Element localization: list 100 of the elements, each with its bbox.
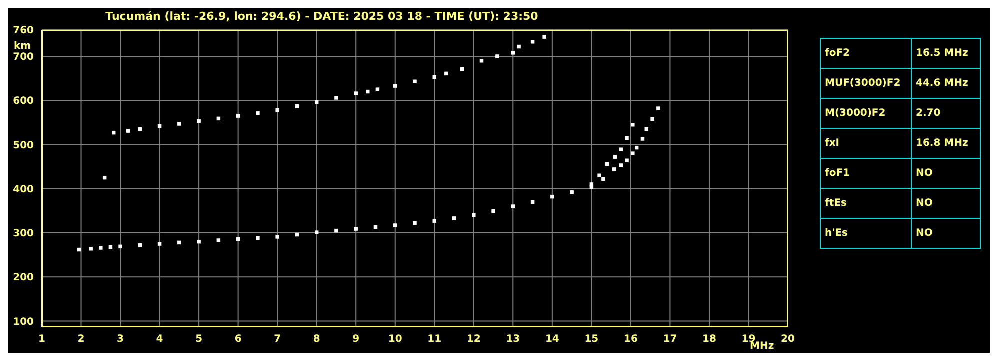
point bbox=[625, 158, 629, 162]
y-tick-label: 100 bbox=[13, 316, 34, 328]
x-tick-label: 5 bbox=[196, 334, 203, 346]
point bbox=[276, 235, 280, 239]
text: 2.70 bbox=[912, 98, 980, 128]
point bbox=[598, 174, 602, 178]
text: fxI bbox=[820, 128, 912, 158]
y-tick-label: 400 bbox=[13, 184, 34, 196]
point bbox=[631, 152, 635, 156]
point bbox=[216, 238, 221, 242]
point bbox=[444, 72, 448, 76]
point bbox=[619, 148, 624, 152]
point bbox=[472, 213, 476, 218]
text: foF1 bbox=[820, 158, 912, 188]
point bbox=[354, 92, 358, 96]
point bbox=[511, 51, 516, 55]
x-tick-label: 17 bbox=[663, 334, 678, 346]
x-tick-label: 16 bbox=[624, 334, 638, 346]
point bbox=[650, 117, 654, 122]
point bbox=[606, 162, 610, 166]
point bbox=[613, 155, 618, 159]
point bbox=[517, 44, 521, 49]
point bbox=[625, 136, 629, 140]
point bbox=[413, 221, 417, 226]
text: M(3000)F2 bbox=[820, 98, 912, 128]
text: foF2 bbox=[820, 38, 912, 68]
point bbox=[197, 240, 201, 244]
text: ftEs bbox=[820, 188, 912, 218]
point bbox=[178, 122, 182, 126]
point bbox=[590, 182, 594, 186]
point bbox=[496, 54, 500, 58]
x-tick-label: 12 bbox=[466, 334, 481, 346]
text: NO bbox=[912, 218, 980, 248]
y-axis-title: km bbox=[14, 41, 32, 52]
point bbox=[99, 246, 103, 250]
point bbox=[640, 137, 645, 141]
point bbox=[256, 112, 260, 116]
text: h'Es bbox=[820, 218, 912, 248]
point bbox=[158, 242, 162, 246]
text: NO bbox=[912, 188, 980, 218]
x-tick-label: 1 bbox=[38, 334, 46, 346]
point bbox=[334, 96, 338, 100]
y-tick-label: 300 bbox=[13, 228, 34, 240]
point bbox=[256, 236, 260, 240]
point bbox=[276, 108, 280, 112]
x-tick-label: 11 bbox=[428, 334, 442, 346]
text: NO bbox=[912, 158, 980, 188]
x-axis-title: MHz bbox=[750, 341, 774, 352]
point bbox=[631, 123, 635, 127]
point bbox=[511, 204, 516, 208]
point bbox=[354, 227, 358, 231]
y-tick-label: 700 bbox=[13, 52, 34, 64]
x-tick-label: 20 bbox=[781, 334, 795, 346]
x-tick-label: 15 bbox=[584, 334, 599, 346]
point bbox=[393, 224, 398, 228]
point bbox=[334, 228, 338, 233]
y-tick-label: 200 bbox=[13, 272, 34, 284]
point bbox=[314, 230, 319, 234]
point bbox=[492, 210, 496, 214]
point bbox=[236, 114, 240, 118]
point bbox=[550, 194, 554, 199]
point bbox=[530, 200, 535, 204]
y-tick-label: 760 bbox=[13, 26, 34, 37]
x-tick-label: 2 bbox=[78, 334, 85, 346]
point bbox=[452, 216, 456, 220]
point bbox=[602, 177, 606, 182]
point bbox=[612, 168, 616, 172]
x-tick-label: 6 bbox=[234, 334, 242, 346]
point bbox=[530, 40, 535, 44]
y-tick-label: 500 bbox=[13, 140, 34, 152]
point bbox=[178, 240, 182, 245]
x-tick-label: 8 bbox=[313, 334, 320, 346]
point bbox=[480, 59, 484, 63]
text: 16.8 MHz bbox=[912, 128, 980, 158]
point bbox=[656, 106, 660, 110]
point bbox=[570, 190, 574, 194]
y-tick-label: 600 bbox=[13, 96, 34, 108]
x-tick-label: 3 bbox=[117, 334, 124, 346]
point bbox=[118, 244, 122, 249]
point bbox=[89, 247, 93, 251]
x-tick-label: 13 bbox=[506, 334, 520, 346]
x-tick-label: 7 bbox=[274, 334, 282, 346]
point bbox=[393, 84, 398, 88]
point bbox=[366, 90, 370, 94]
x-tick-label: 18 bbox=[702, 334, 716, 346]
x-tick-label: 14 bbox=[545, 334, 560, 346]
x-tick-label: 4 bbox=[156, 334, 164, 346]
point bbox=[619, 164, 624, 168]
point bbox=[542, 35, 546, 39]
point bbox=[126, 129, 130, 133]
text: 16.5 MHz bbox=[912, 38, 980, 68]
text: MUF(3000)F2 bbox=[820, 68, 912, 98]
point bbox=[413, 80, 417, 84]
point bbox=[432, 219, 437, 223]
x-tick-label: 9 bbox=[352, 334, 360, 346]
point bbox=[376, 88, 380, 92]
chart-title: Tucumán (lat: -26.9, lon: 294.6) - DATE: 2025 03 18 - TIME (UT): 23:50 bbox=[104, 10, 540, 23]
point bbox=[197, 119, 201, 124]
x-tick-label: 10 bbox=[388, 334, 402, 346]
point bbox=[460, 67, 464, 72]
